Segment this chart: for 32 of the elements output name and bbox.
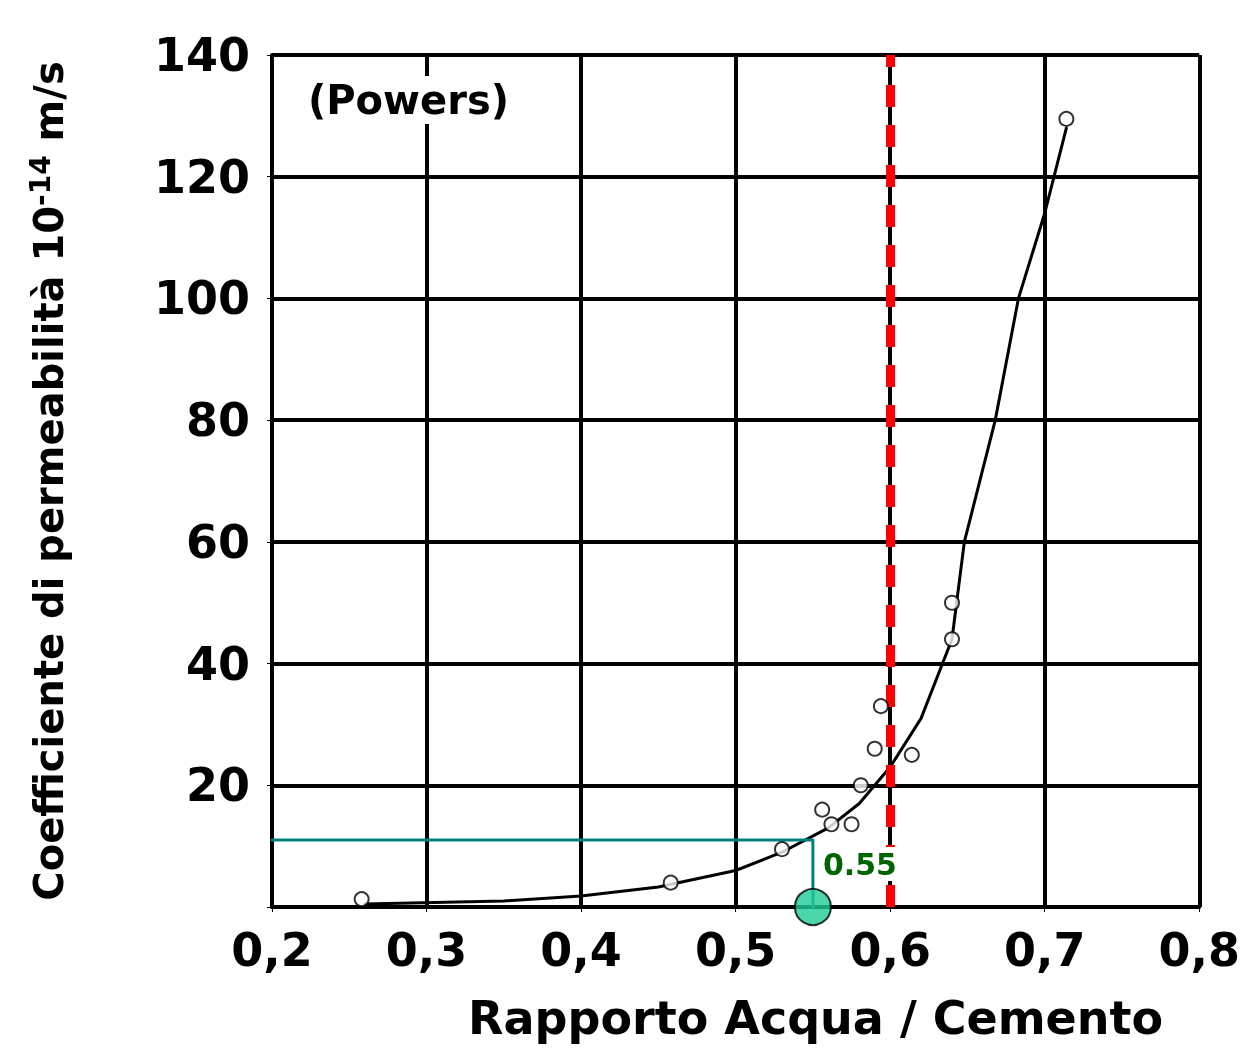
point bbox=[774, 841, 790, 858]
point bbox=[872, 698, 889, 715]
x-tick-label: 0,3 bbox=[385, 923, 468, 977]
point bbox=[814, 801, 831, 818]
point bbox=[866, 740, 883, 757]
y-tick-label: 140 bbox=[153, 28, 250, 82]
x-tick-label: 0,7 bbox=[1003, 923, 1086, 977]
annotation: 0.55 bbox=[822, 846, 897, 882]
point bbox=[903, 746, 920, 763]
y-tick-label: 40 bbox=[185, 636, 250, 691]
point bbox=[944, 594, 960, 611]
y-tick-label: 100 bbox=[153, 271, 250, 326]
y-tick-label: 20 bbox=[185, 758, 250, 813]
x-tick-label: 0,4 bbox=[540, 923, 622, 977]
point bbox=[793, 888, 832, 926]
point bbox=[843, 816, 860, 833]
x-tick-label: 0,8 bbox=[1158, 923, 1241, 977]
y-tick-label: 120 bbox=[153, 149, 250, 204]
y-tick-label: 80 bbox=[185, 393, 250, 448]
point bbox=[823, 816, 840, 833]
point bbox=[1058, 110, 1075, 127]
point bbox=[353, 891, 370, 908]
point bbox=[662, 874, 679, 891]
y-tick-label: 60 bbox=[185, 514, 250, 569]
x-tick-label: 0,2 bbox=[231, 923, 313, 977]
x-tick-label: 0,6 bbox=[849, 923, 931, 977]
x-tick-label: 0,5 bbox=[694, 923, 777, 977]
x-axis-title: Rapporto Acqua / Cemento bbox=[468, 991, 1164, 1045]
y-axis-title: Coefficiente di permeabilità 10-14 m/s bbox=[23, 61, 72, 901]
point bbox=[852, 777, 869, 794]
annotation: (Powers) bbox=[308, 77, 509, 123]
point bbox=[944, 631, 960, 648]
